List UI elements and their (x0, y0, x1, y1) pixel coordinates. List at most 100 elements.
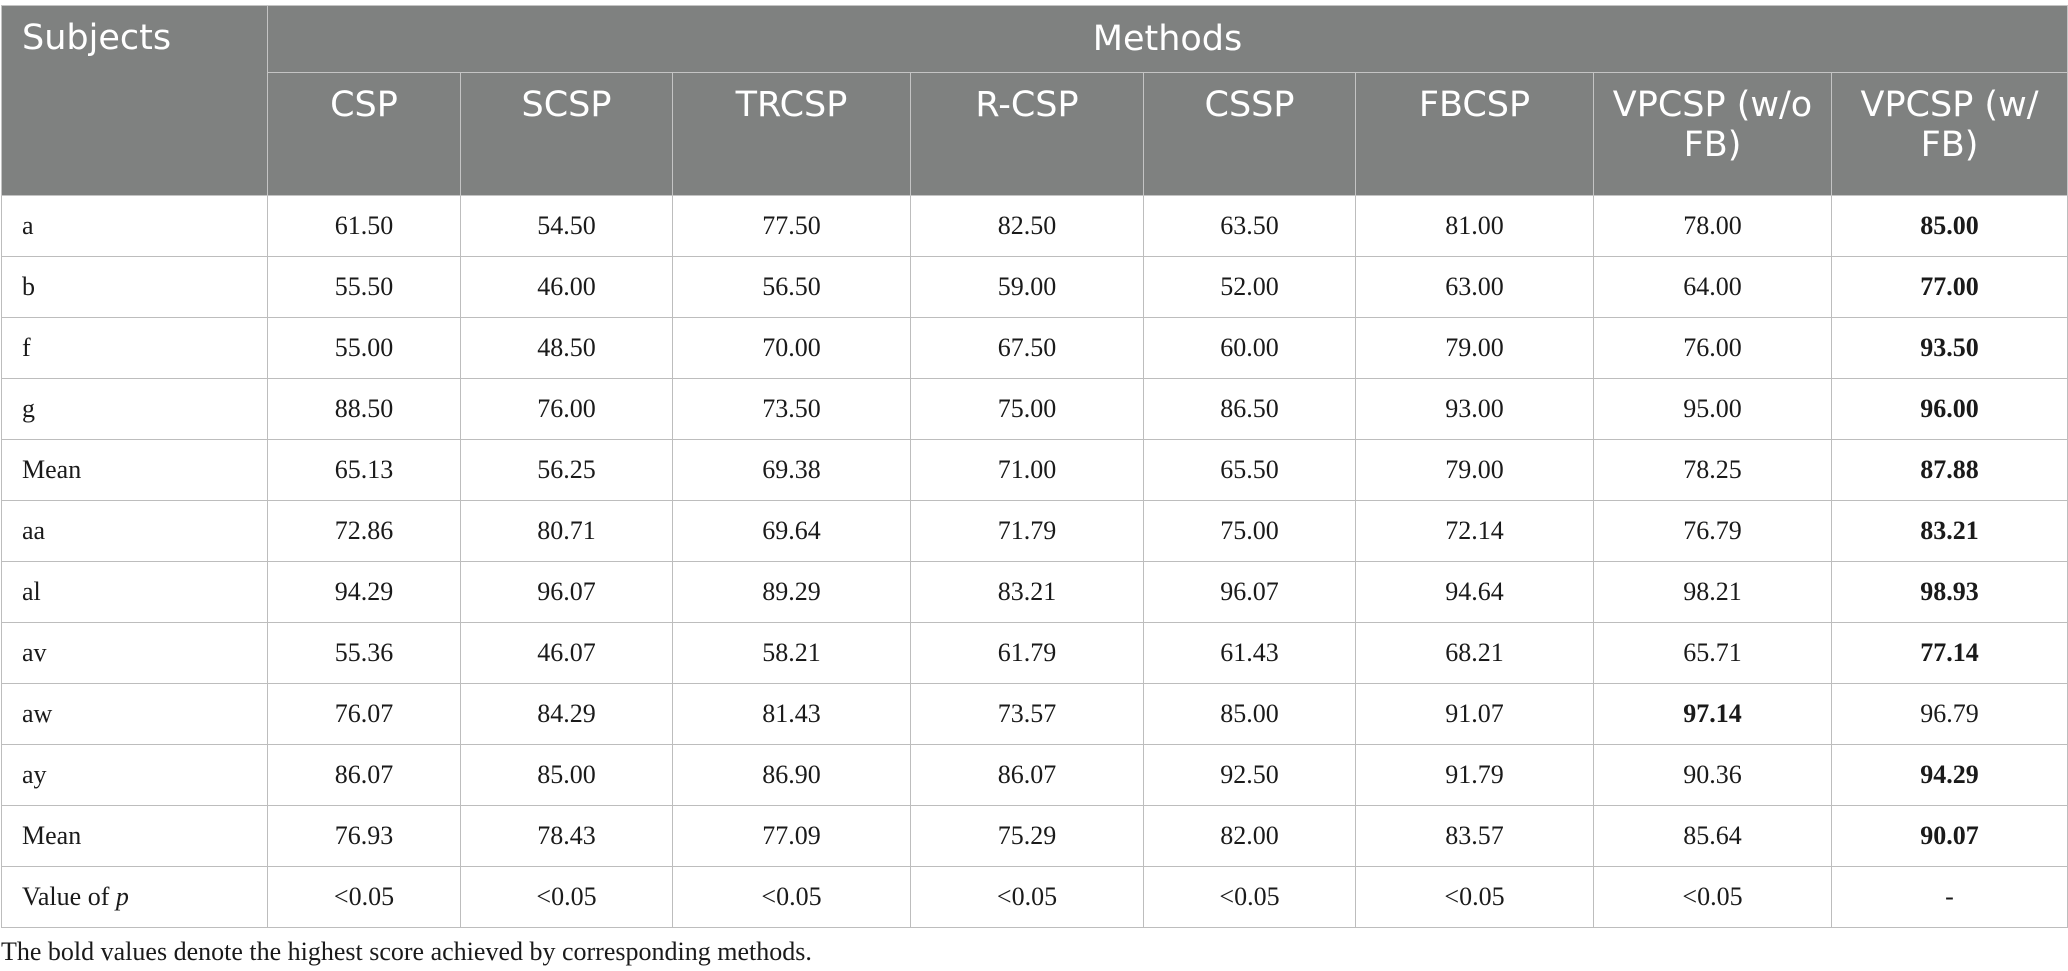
table-cell: 85.00 (1830, 195, 2068, 257)
table-cell: 94.29 (267, 561, 461, 623)
table-cell: 75.00 (1143, 500, 1356, 562)
table-cell: <0.05 (1355, 866, 1594, 928)
table-cell: 83.21 (910, 561, 1144, 623)
row-label: Mean (1, 805, 268, 867)
table-cell: 79.00 (1355, 439, 1594, 501)
row-label: aw (1, 683, 268, 745)
table-cell: 72.86 (267, 500, 461, 562)
table-row: b 55.50 46.00 56.50 59.00 52.00 63.00 64.00 77.0… (1, 256, 2068, 318)
table-cell: 71.79 (910, 500, 1144, 562)
table-cell: 46.00 (460, 256, 673, 318)
table-cell: 59.00 (910, 256, 1144, 318)
table-cell: 81.00 (1355, 195, 1594, 257)
table-cell: 77.09 (672, 805, 911, 867)
table-cell: 80.71 (460, 500, 673, 562)
table-cell: <0.05 (267, 866, 461, 928)
row-label-prefix: Value of (22, 882, 116, 911)
table-cell: 63.50 (1143, 195, 1356, 257)
table-row: g 88.50 76.00 73.50 75.00 86.50 93.00 95.00 96.0… (1, 378, 2068, 440)
table-cell: 77.00 (1830, 256, 2068, 318)
table-cell: 96.79 (1830, 683, 2068, 745)
table-cell: - (1830, 866, 2068, 928)
column-header: CSSP (1143, 72, 1356, 196)
row-label: g (1, 378, 268, 440)
table-cell: 96.07 (1143, 561, 1356, 623)
table-row: a 61.50 54.50 77.50 82.50 63.50 81.00 78.00 85.0… (1, 195, 2068, 257)
table-cell: 61.50 (267, 195, 461, 257)
table-body: a 61.50 54.50 77.50 82.50 63.50 81.00 78.00 85.0… (1, 195, 2068, 928)
table-cell: 76.07 (267, 683, 461, 745)
table-cell: 82.50 (910, 195, 1144, 257)
table-cell: <0.05 (672, 866, 911, 928)
table-cell: 87.88 (1830, 439, 2068, 501)
table-cell: 81.43 (672, 683, 911, 745)
table-cell: 58.21 (672, 622, 911, 684)
table-cell: 90.07 (1830, 805, 2068, 867)
table-cell: 97.14 (1593, 683, 1832, 745)
table-cell: 46.07 (460, 622, 673, 684)
table-cell: 61.43 (1143, 622, 1356, 684)
table-cell: 63.00 (1355, 256, 1594, 318)
table-cell: 65.13 (267, 439, 461, 501)
table-cell: 89.29 (672, 561, 911, 623)
column-header: R-CSP (910, 72, 1144, 196)
table-cell: 96.07 (460, 561, 673, 623)
table-cell: 69.64 (672, 500, 911, 562)
table-cell: 67.50 (910, 317, 1144, 379)
row-label: al (1, 561, 268, 623)
table-row: aw 76.07 84.29 81.43 73.57 85.00 91.07 97.14 96.… (1, 683, 2068, 745)
table-cell: 91.07 (1355, 683, 1594, 745)
table-cell: 55.50 (267, 256, 461, 318)
row-label: f (1, 317, 268, 379)
results-table-container: Subjects Methods CSP SCSP TRCSP R-CSP CS… (1, 5, 2068, 928)
table-cell: <0.05 (1593, 866, 1832, 928)
row-label: Value of p (1, 866, 268, 928)
table-cell: 93.00 (1355, 378, 1594, 440)
table-cell: 91.79 (1355, 744, 1594, 806)
table-cell: 83.21 (1830, 500, 2068, 562)
table-cell: 86.90 (672, 744, 911, 806)
table-cell: 86.07 (910, 744, 1144, 806)
table-cell: 78.00 (1593, 195, 1832, 257)
table-cell: 55.36 (267, 622, 461, 684)
table-cell: 70.00 (672, 317, 911, 379)
table-cell: 56.50 (672, 256, 911, 318)
column-header: VPCSP (w/o FB) (1593, 72, 1832, 196)
table-cell: 73.50 (672, 378, 911, 440)
table-cell: 93.50 (1830, 317, 2068, 379)
table-cell: 76.93 (267, 805, 461, 867)
table-cell: 94.29 (1830, 744, 2068, 806)
table-cell: 78.25 (1593, 439, 1832, 501)
footnote: The bold values denote the highest score… (1, 937, 812, 966)
table-cell: 92.50 (1143, 744, 1356, 806)
row-label: Mean (1, 439, 268, 501)
table-cell: 61.79 (910, 622, 1144, 684)
table-cell: 83.57 (1355, 805, 1594, 867)
table-cell: 56.25 (460, 439, 673, 501)
table-cell: <0.05 (460, 866, 673, 928)
table-cell: 69.38 (672, 439, 911, 501)
table-cell: 64.00 (1593, 256, 1832, 318)
subjects-header: Subjects (1, 5, 268, 196)
results-table: Subjects Methods CSP SCSP TRCSP R-CSP CS… (1, 5, 2068, 928)
table-row: ay 86.07 85.00 86.90 86.07 92.50 91.79 90.36 94.… (1, 744, 2068, 806)
table-row: Mean 65.13 56.25 69.38 71.00 65.50 79.00 78.25 8… (1, 439, 2068, 501)
column-header: SCSP (460, 72, 673, 196)
table-cell: 73.57 (910, 683, 1144, 745)
table-cell: 75.29 (910, 805, 1144, 867)
table-cell: <0.05 (1143, 866, 1356, 928)
table-row: av 55.36 46.07 58.21 61.79 61.43 68.21 65.71 77.… (1, 622, 2068, 684)
table-cell: 96.00 (1830, 378, 2068, 440)
table-cell: 48.50 (460, 317, 673, 379)
table-cell: 94.64 (1355, 561, 1594, 623)
table-cell: 68.21 (1355, 622, 1594, 684)
row-label: aa (1, 500, 268, 562)
table-cell: 98.93 (1830, 561, 2068, 623)
table-cell: 88.50 (267, 378, 461, 440)
table-row: Mean 76.93 78.43 77.09 75.29 82.00 83.57 85.64 9… (1, 805, 2068, 867)
table-cell: 76.00 (460, 378, 673, 440)
table-cell: 79.00 (1355, 317, 1594, 379)
row-label: av (1, 622, 268, 684)
table-cell: 82.00 (1143, 805, 1356, 867)
row-label: ay (1, 744, 268, 806)
